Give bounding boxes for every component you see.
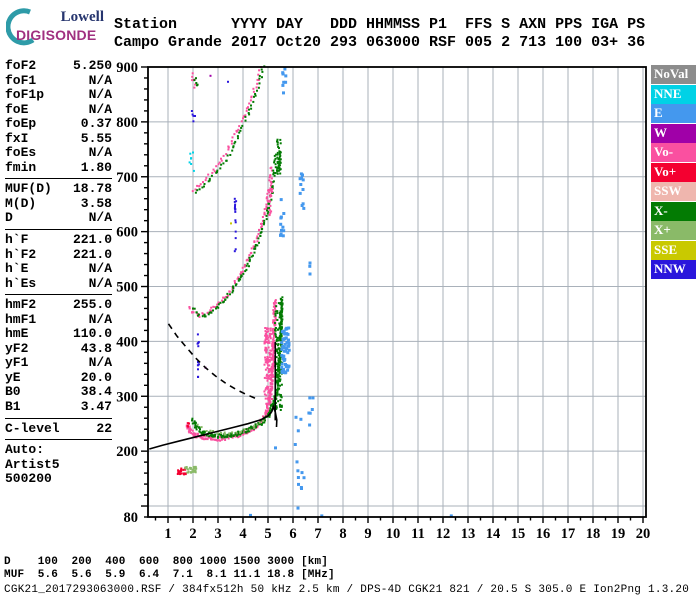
svg-text:20: 20: [636, 526, 651, 542]
logo-arc-icon: [6, 8, 35, 46]
param-yE: yE 20.0: [5, 369, 112, 385]
lowell-digisonde-logo: Lowell DIGISONDE: [6, 6, 114, 50]
param-foEs: foEs N/A: [5, 145, 112, 161]
param-hmF2: hmF2 255.0: [5, 297, 112, 313]
svg-text:300: 300: [116, 389, 138, 405]
autoscaling-label: Auto:: [5, 442, 45, 458]
svg-text:900: 900: [116, 60, 138, 76]
legend-item-e: E: [651, 104, 696, 123]
legend-item-vo-plus: Vo+: [651, 162, 696, 182]
header-line-labels: Station YYYY DAY DDD HHMMSS P1 FFS S AXN…: [114, 16, 646, 33]
svg-text:15: 15: [511, 526, 526, 542]
legend-item-w: W: [651, 123, 696, 143]
param-yF2: yF2 43.8: [5, 340, 112, 356]
param-foF1: foF1 N/A: [5, 72, 112, 88]
param-yF1: yF1 N/A: [5, 355, 112, 371]
param-hF2: h`F2 221.0: [5, 246, 112, 262]
header-block: Station YYYY DAY DDD HHMMSS P1 FFS S AXN…: [114, 16, 645, 51]
param-fxI: fxI 5.55: [5, 130, 112, 146]
svg-text:13: 13: [461, 526, 476, 542]
legend-item-x-plus: X+: [651, 221, 696, 240]
svg-text:1: 1: [164, 526, 171, 542]
svg-text:3: 3: [214, 526, 221, 542]
param-D: D N/A: [5, 210, 112, 226]
svg-text:400: 400: [116, 334, 138, 350]
param-fmin: fmin 1.80: [5, 159, 112, 175]
param-M-D: M(D) 3.58: [5, 195, 112, 211]
svg-text:9: 9: [364, 526, 371, 542]
separator: [5, 178, 112, 180]
param-MUF-D: MUF(D) 18.78: [5, 181, 112, 197]
logo-lowell-text: Lowell: [60, 9, 104, 25]
svg-text:600: 600: [116, 225, 138, 241]
param-foEp: foEp 0.37: [5, 116, 112, 132]
svg-text:800: 800: [116, 115, 138, 131]
svg-text:2: 2: [189, 526, 196, 542]
autoscaling-program: Artist5: [5, 456, 60, 472]
legend-item-nnw: NNW: [651, 260, 696, 279]
svg-text:700: 700: [116, 170, 138, 186]
param-hEs: h`Es N/A: [5, 275, 112, 291]
footer-muf-table: D 100 200 400 600 800 1000 1500 3000 [km…: [4, 556, 335, 582]
svg-text:6: 6: [289, 526, 296, 542]
legend-item-x-minus: X-: [651, 201, 696, 221]
svg-text:18: 18: [586, 526, 601, 542]
param-hmF1: hmF1 N/A: [5, 311, 112, 327]
param-hE: h`E N/A: [5, 261, 112, 277]
header-line-values: Campo Grande 2017 Oct20 293 063000 RSF 0…: [114, 33, 646, 51]
legend-item-vo-minus: Vo-: [651, 143, 696, 162]
parameters-panel: foF2 5.250 foF1 N/A foF1p N/A foE N/A foEp 0.…: [5, 58, 112, 487]
svg-text:8: 8: [339, 526, 346, 542]
separator: [5, 294, 112, 296]
svg-text:16: 16: [536, 526, 551, 542]
svg-text:19: 19: [611, 526, 626, 542]
separator: [5, 439, 112, 441]
svg-text:500: 500: [116, 280, 138, 296]
param-foE: foE N/A: [5, 101, 112, 117]
logo-digisonde-text: DIGISONDE: [16, 27, 97, 43]
param-foF1p: foF1p N/A: [5, 87, 112, 103]
svg-text:80: 80: [124, 510, 139, 526]
svg-text:4: 4: [239, 526, 246, 542]
autoscaling-version: 500200: [5, 471, 52, 487]
svg-text:14: 14: [486, 526, 501, 542]
param-hF: h`F 221.0: [5, 232, 112, 248]
svg-text:200: 200: [116, 444, 138, 460]
param-C-level: C-level 22: [5, 420, 112, 436]
svg-text:12: 12: [436, 526, 451, 542]
status-line: CGK21_2017293063000.RSF / 384fx512h 50 k…: [4, 584, 690, 596]
footer-distance-row: D 100 200 400 600 800 1000 1500 3000 [km…: [4, 556, 329, 568]
legend-item-ssw: SSW: [651, 182, 696, 201]
svg-text:10: 10: [386, 526, 401, 542]
legend-item-nne: NNE: [651, 84, 696, 104]
legend-item-noval: NoVal: [651, 65, 696, 84]
param-B0: B0 38.4: [5, 384, 112, 400]
svg-text:5: 5: [264, 526, 271, 542]
svg-text:17: 17: [561, 526, 576, 542]
svg-text:11: 11: [411, 526, 425, 542]
param-hmE: hmE 110.0: [5, 326, 112, 342]
footer-muf-row: MUF 5.6 5.6 5.9 6.4 7.1 8.1 11.1 18.8 [M…: [4, 569, 335, 581]
doppler-direction-legend: NoVal NNE E W Vo- Vo+ SSW X- X+ SSE NNW: [651, 65, 697, 280]
svg-text:7: 7: [314, 526, 321, 542]
separator: [5, 229, 112, 231]
legend-item-sse: SSE: [651, 240, 696, 260]
param-B1: B1 3.47: [5, 399, 112, 415]
param-foF2: foF2 5.250: [5, 58, 112, 73]
separator: [5, 417, 112, 419]
